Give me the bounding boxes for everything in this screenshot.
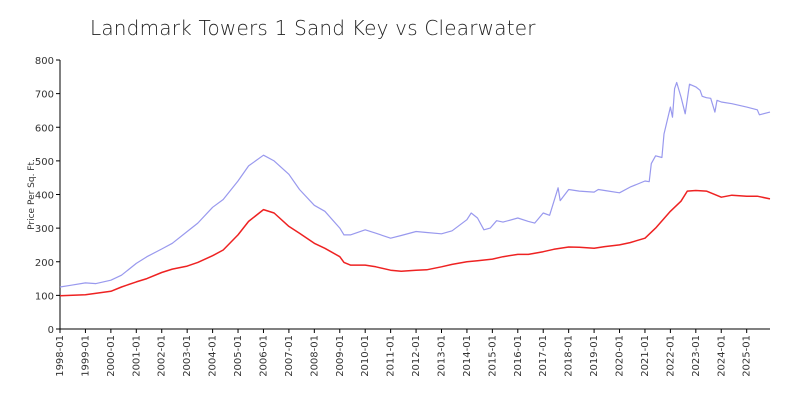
series-group — [59, 81, 771, 297]
x-tick-label: 2013-01 — [436, 335, 447, 377]
y-tick-label: 0 — [48, 325, 54, 336]
y-tick-label: 500 — [35, 157, 54, 168]
x-tick-label: 2012-01 — [411, 335, 422, 377]
x-tick-label: 2022-01 — [665, 335, 676, 377]
x-axis-ticks: 1998-01 1999-01 2000-01 2001-01 2002-01 2003-… — [55, 329, 753, 377]
x-tick-label: 2014-01 — [462, 335, 473, 377]
x-tick-label: 2024-01 — [716, 335, 727, 377]
x-tick-label: 2009-01 — [335, 335, 346, 377]
y-tick-label: 100 — [35, 291, 54, 302]
y-tick-label: 200 — [35, 258, 54, 269]
y-tick-label: 400 — [35, 191, 54, 202]
x-tick-label: 2006-01 — [258, 335, 269, 377]
x-tick-label: 2005-01 — [233, 335, 244, 377]
x-tick-label: 1998-01 — [55, 335, 66, 377]
x-tick-label: 2020-01 — [615, 335, 626, 377]
y-tick-label: 700 — [35, 90, 54, 101]
x-tick-label: 2019-01 — [589, 335, 600, 377]
y-axis-label: Price Per Sq. Ft. — [27, 159, 37, 230]
y-tick-label: 800 — [35, 56, 54, 67]
y-axis-ticks: 0 100 200 300 400 500 600 700 800 — [35, 56, 60, 336]
x-tick-label: 2015-01 — [487, 335, 498, 377]
x-tick-label: 2003-01 — [182, 335, 193, 377]
x-tick-label: 1999-01 — [80, 335, 91, 377]
x-tick-label: 2000-01 — [106, 335, 117, 377]
x-tick-label: 2018-01 — [564, 335, 575, 377]
x-tick-label: 2016-01 — [513, 335, 524, 377]
x-tick-label: 2001-01 — [131, 335, 142, 377]
x-tick-label: 2004-01 — [208, 335, 219, 377]
chart-title: Landmark Towers 1 Sand Key vs Clearwater — [90, 16, 536, 40]
x-tick-label: 2011-01 — [386, 335, 397, 377]
y-tick-label: 600 — [35, 123, 54, 134]
x-tick-label: 2007-01 — [284, 335, 295, 377]
x-tick-label: 2021-01 — [640, 335, 651, 377]
x-tick-label: 2025-01 — [742, 335, 753, 377]
x-tick-label: 2002-01 — [157, 335, 168, 377]
x-tick-label: 2017-01 — [538, 335, 549, 377]
y-tick-label: 300 — [35, 224, 54, 235]
x-tick-label: 2023-01 — [691, 335, 702, 377]
x-tick-label: 2010-01 — [360, 335, 371, 377]
x-tick-label: 2008-01 — [309, 335, 320, 377]
series-line-2 — [59, 189, 771, 297]
series-line-1 — [59, 81, 771, 288]
